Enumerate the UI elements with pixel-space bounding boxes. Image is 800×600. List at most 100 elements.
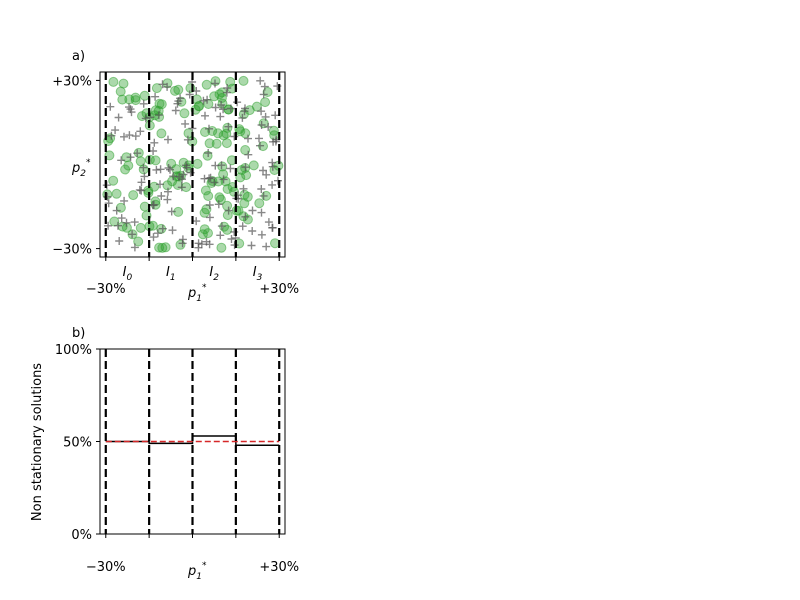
interval-label: I0 [123, 265, 133, 283]
panel-a-y-axis-label: p2* [71, 158, 91, 179]
scatter-point-circle [203, 191, 214, 201]
scatter-point-plus [259, 90, 268, 99]
scatter-point-plus [248, 206, 257, 215]
scatter-point-plus [226, 164, 235, 173]
scatter-point-circle [150, 155, 161, 166]
scatter-point-plus [233, 98, 242, 107]
scatter-point-plus [230, 241, 239, 250]
scatter-point-plus [112, 206, 121, 215]
scatter-point-plus [257, 208, 266, 217]
scatter-point-plus [171, 106, 180, 115]
scatter-point-circle [170, 85, 180, 96]
x-tick-label: +30% [259, 282, 299, 297]
panel-b-interval-boundaries [104, 349, 281, 534]
scatter-point-plus [194, 243, 203, 252]
scatter-point-plus [257, 121, 266, 129]
scatter-point-plus [201, 111, 209, 120]
scatter-point-plus [268, 158, 277, 167]
scatter-point-plus [169, 172, 178, 181]
interval-label: I2 [209, 265, 219, 283]
scatter-point-plus [185, 90, 194, 99]
scatter-point-circle [209, 91, 220, 102]
scatter-point-plus [168, 226, 177, 235]
scatter-point-plus [164, 135, 172, 144]
scatter-point-plus [257, 230, 266, 239]
scatter-point-plus [205, 213, 214, 222]
scatter-point-plus [178, 175, 186, 184]
scatter-point-plus [117, 214, 126, 223]
scatter-point-plus [217, 101, 226, 109]
scatter-point-plus [131, 132, 140, 141]
scatter-point-plus [230, 132, 239, 141]
y-tick-label: 0% [71, 528, 92, 543]
scatter-point-plus [268, 180, 277, 189]
scatter-point-plus [179, 170, 188, 179]
scatter-point-plus [166, 165, 174, 174]
scatter-point-circle [217, 161, 228, 172]
scatter-point-circle [201, 79, 212, 90]
scatter-point-plus [137, 186, 146, 195]
panel-a-label: a) [72, 49, 85, 64]
scatter-point-plus [149, 147, 158, 155]
scatter-point-plus [104, 199, 113, 208]
scatter-point-circle [238, 75, 249, 86]
scatter-point-plus [259, 166, 267, 175]
scatter-point-plus [156, 180, 164, 189]
panel-b: b) −30% +30% 0% 50% 100% p1* Non stationary … [30, 326, 299, 582]
scatter-point-plus [264, 122, 273, 131]
scatter-point-plus [211, 161, 220, 170]
panel-b-x-axis-label: p1* [187, 561, 207, 582]
scatter-point-plus [122, 218, 131, 227]
scatter-point-plus [114, 221, 122, 230]
scatter-point-plus [241, 104, 249, 113]
scatter-point-plus [260, 82, 269, 91]
scatter-point-plus [120, 196, 129, 205]
scatter-point-plus [211, 79, 219, 88]
scatter-point-plus [183, 135, 192, 144]
panel-a-ticks: I0 I1 I2 I3 −30% +30% −30% +30% [52, 74, 299, 297]
scatter-point-circle [156, 128, 167, 139]
scatter-point-plus [141, 114, 150, 123]
scatter-point-plus [210, 178, 219, 187]
scatter-point-plus [219, 105, 228, 114]
scatter-point-circle [222, 122, 233, 133]
interval-label: I3 [253, 265, 263, 283]
scatter-point-plus [130, 218, 139, 227]
scatter-point-plus [126, 153, 135, 162]
scatter-point-plus [244, 150, 253, 159]
scatter-point-plus [151, 92, 160, 101]
scatter-point-plus [256, 141, 264, 150]
scatter-point-plus [217, 222, 226, 231]
scatter-point-plus [163, 82, 172, 91]
scatter-point-circle [108, 76, 119, 87]
scatter-point-plus [255, 134, 263, 143]
scatter-point-circle [128, 190, 139, 201]
scatter-point-circle [204, 138, 215, 149]
scatter-point-plus [133, 149, 142, 158]
scatter-point-plus [177, 183, 186, 192]
scatter-point-plus [104, 221, 113, 230]
scatter-point-circle [254, 198, 265, 209]
scatter-point-plus [164, 164, 173, 172]
scatter-point-circle [192, 158, 203, 169]
scatter-point-plus [223, 84, 232, 92]
scatter-point-circle [222, 184, 233, 194]
scatter-point-plus [114, 113, 123, 122]
scatter-point-circle [221, 138, 232, 149]
scatter-point-plus [241, 212, 250, 221]
scatter-point-plus [264, 218, 273, 227]
scatter-point-plus [226, 104, 235, 113]
scatter-point-circle [157, 242, 168, 253]
scatter-point-plus [268, 223, 277, 232]
scatter-point-plus [227, 235, 236, 243]
scatter-point-plus [128, 230, 137, 239]
scatter-point-plus [257, 185, 266, 193]
x-tick-label: −30% [86, 282, 126, 297]
scatter-point-plus [219, 175, 228, 184]
y-tick-label: 100% [55, 343, 92, 358]
scatter-point-plus [261, 112, 270, 121]
y-tick-label: +30% [52, 74, 92, 89]
scatter-point-circle [200, 185, 211, 196]
scatter-point-plus [153, 229, 162, 238]
